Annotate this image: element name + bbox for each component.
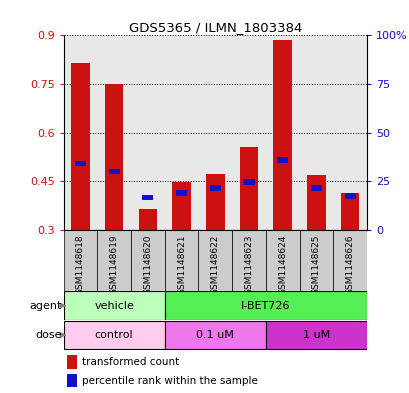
Bar [310, 185, 321, 191]
Bar [333, 35, 366, 230]
Text: agent: agent [29, 301, 61, 310]
Bar [164, 230, 198, 291]
Bar [130, 35, 164, 230]
Bar [71, 63, 90, 230]
Text: 0.1 uM: 0.1 uM [196, 330, 234, 340]
Bar [97, 35, 130, 230]
Text: dose: dose [35, 330, 61, 340]
Bar [63, 321, 164, 349]
Bar [209, 185, 220, 191]
Bar [265, 321, 366, 349]
Bar [198, 35, 231, 230]
Bar [164, 35, 198, 230]
Bar [172, 182, 190, 230]
Bar [138, 209, 157, 230]
Title: GDS5365 / ILMN_1803384: GDS5365 / ILMN_1803384 [128, 21, 301, 34]
Bar [66, 374, 77, 387]
Bar [66, 355, 77, 369]
Bar [243, 179, 254, 185]
Bar [164, 321, 265, 349]
Text: GSM1148624: GSM1148624 [277, 235, 286, 295]
Bar [239, 147, 258, 230]
Bar [299, 35, 333, 230]
Bar [75, 160, 86, 166]
Bar [175, 190, 187, 196]
Bar [344, 193, 355, 199]
Text: GSM1148623: GSM1148623 [244, 235, 253, 295]
Text: GSM1148622: GSM1148622 [210, 235, 219, 295]
Text: vehicle: vehicle [94, 301, 134, 310]
Text: GSM1148619: GSM1148619 [109, 235, 118, 296]
Bar [108, 169, 119, 174]
Bar [276, 157, 288, 163]
Text: GSM1148625: GSM1148625 [311, 235, 320, 295]
Bar [340, 193, 358, 230]
Text: GSM1148618: GSM1148618 [76, 235, 85, 296]
Bar [130, 230, 164, 291]
Bar [306, 175, 325, 230]
Bar [231, 35, 265, 230]
Bar [63, 292, 164, 320]
Bar [142, 195, 153, 200]
Text: control: control [94, 330, 133, 340]
Bar [97, 230, 130, 291]
Text: percentile rank within the sample: percentile rank within the sample [81, 376, 257, 386]
Bar [205, 174, 224, 230]
Text: GSM1148620: GSM1148620 [143, 235, 152, 295]
Bar [265, 230, 299, 291]
Bar [265, 35, 299, 230]
Bar [333, 230, 366, 291]
Text: transformed count: transformed count [81, 357, 179, 367]
Text: GSM1148621: GSM1148621 [177, 235, 186, 295]
Text: 1 uM: 1 uM [302, 330, 329, 340]
Bar [299, 230, 333, 291]
Bar [63, 35, 97, 230]
Bar [63, 230, 97, 291]
Bar [198, 230, 231, 291]
Text: GSM1148626: GSM1148626 [345, 235, 354, 295]
Bar [273, 40, 291, 230]
Text: I-BET726: I-BET726 [240, 301, 290, 310]
Bar [105, 84, 123, 230]
Bar [231, 230, 265, 291]
Bar [164, 292, 366, 320]
